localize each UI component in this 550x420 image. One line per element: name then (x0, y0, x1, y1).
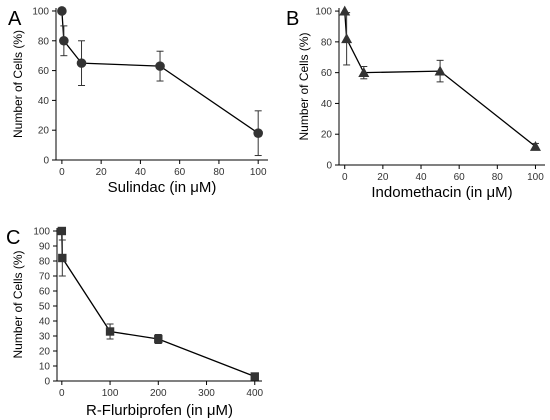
y-tick-label: 60 (38, 66, 50, 77)
x-tick-label: 80 (213, 167, 225, 178)
x-tick-label: 100 (527, 172, 544, 183)
data-point (105, 327, 115, 336)
y-tick-label: 0 (44, 377, 50, 388)
data-point (58, 253, 67, 263)
data-point (57, 226, 67, 236)
data-point (529, 141, 541, 151)
chart-panel-a: A 0 20 40 60 80 100 0 20 40 60 80 100 Number of Cells… (8, 6, 268, 196)
x-tick-label: 0 (59, 388, 65, 399)
y-tick-label: 80 (39, 257, 51, 268)
data-point (250, 372, 259, 381)
y-tick-label: 60 (39, 287, 51, 298)
x-tick-label: 100 (102, 388, 119, 399)
y-tick-label: 0 (43, 156, 49, 167)
data-point (358, 67, 370, 78)
chart-panel-c: C 0 10 20 30 40 50 60 70 80 90 100 0 100 200 300 400 Numb… (6, 227, 264, 420)
data-point (59, 35, 69, 46)
panel-label: C (6, 227, 20, 249)
x-tick-label: 40 (415, 172, 427, 183)
y-tick-label: 70 (39, 272, 51, 283)
x-axis-label: Sulindac (in μM) (108, 179, 217, 196)
y-tick-label: 0 (326, 161, 332, 172)
x-tick-label: 60 (174, 167, 186, 178)
y-axis-label: Number of Cells (%) (297, 32, 311, 140)
y-tick-label: 100 (33, 227, 50, 238)
x-tick-label: 20 (96, 167, 108, 178)
x-tick-label: 80 (492, 172, 504, 183)
y-tick-label: 10 (39, 362, 51, 373)
x-tick-label: 200 (150, 388, 167, 399)
y-tick-label: 60 (321, 68, 333, 79)
data-point (154, 334, 163, 344)
panel-label: A (8, 8, 22, 30)
y-tick-label: 30 (39, 332, 51, 343)
chart-panel-b: B 0 20 40 60 80 100 0 20 40 60 80 100 Number of Cells… (286, 5, 545, 201)
data-point (339, 5, 351, 16)
data-point (76, 58, 87, 68)
y-tick-label: 40 (39, 317, 51, 328)
y-tick-label: 20 (321, 130, 333, 141)
x-tick-label: 400 (246, 388, 263, 399)
y-axis-label: Number of Cells (%) (11, 250, 25, 358)
y-tick-label: 20 (39, 347, 51, 358)
x-tick-label: 0 (342, 172, 348, 183)
y-tick-label: 100 (315, 7, 332, 18)
y-tick-label: 90 (39, 242, 51, 253)
y-tick-label: 80 (38, 36, 50, 47)
y-tick-label: 80 (321, 37, 333, 48)
y-tick-label: 40 (321, 99, 333, 110)
series-line (61, 230, 256, 378)
x-tick-label: 100 (250, 167, 267, 178)
y-tick-label: 100 (32, 6, 49, 17)
y-axis-label: Number of Cells (%) (11, 30, 25, 138)
panel-label: B (286, 8, 299, 30)
y-tick-label: 50 (39, 302, 51, 313)
y-tick-label: 40 (38, 96, 50, 107)
x-axis-label: R-Flurbiprofen (in μM) (86, 402, 233, 419)
x-axis-label: Indomethacin (in μM) (371, 184, 512, 201)
x-tick-label: 60 (454, 172, 466, 183)
data-point (341, 33, 353, 44)
data-point (434, 65, 446, 76)
data-point (155, 61, 165, 71)
x-tick-label: 40 (135, 167, 147, 178)
y-tick-label: 20 (38, 126, 50, 137)
data-point (57, 6, 67, 16)
x-tick-label: 20 (377, 172, 389, 183)
x-tick-label: 300 (198, 388, 215, 399)
x-tick-label: 0 (59, 167, 65, 178)
data-point (253, 128, 263, 138)
